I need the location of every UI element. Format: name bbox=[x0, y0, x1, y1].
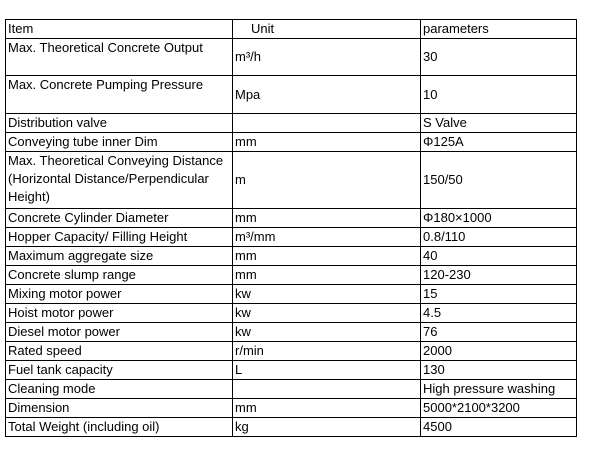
unit-cell: mm bbox=[232, 208, 421, 228]
unit-cell: mm bbox=[232, 265, 421, 285]
item-cell: Maximum aggregate size bbox=[5, 246, 233, 266]
unit-cell bbox=[232, 113, 421, 133]
unit-cell: mm bbox=[232, 398, 421, 418]
header-cell: Item bbox=[5, 19, 233, 39]
unit-cell: m bbox=[232, 151, 421, 209]
parameter-cell: Φ125A bbox=[420, 132, 577, 152]
unit-cell: r/min bbox=[232, 341, 421, 361]
table-row: Total Weight (including oil) kg 4500 bbox=[5, 417, 577, 437]
item-cell: Max. Theoretical Conveying Distance (Hor… bbox=[5, 151, 233, 209]
parameter-cell: 15 bbox=[420, 284, 577, 304]
item-cell: Conveying tube inner Dim bbox=[5, 132, 233, 152]
table-row: Dimension mm 5000*2100*3200 bbox=[5, 398, 577, 418]
item-cell: Hopper Capacity/ Filling Height bbox=[5, 227, 233, 247]
unit-cell: mm bbox=[232, 246, 421, 266]
table-row: Cleaning mode High pressure washing bbox=[5, 379, 577, 399]
item-cell: Distribution valve bbox=[5, 113, 233, 133]
header-row: Item Unit parameters bbox=[5, 19, 577, 39]
parameter-cell: 4500 bbox=[420, 417, 577, 437]
item-cell: Dimension bbox=[5, 398, 233, 418]
table-row: Conveying tube inner Dim mm Φ125A bbox=[5, 132, 577, 152]
item-cell: Mixing motor power bbox=[5, 284, 233, 304]
spec-table: Item Unit parameters Max. Theoretical Concr… bbox=[5, 19, 577, 437]
unit-cell: mm bbox=[232, 132, 421, 152]
parameter-cell: 120-230 bbox=[420, 265, 577, 285]
item-cell: Rated speed bbox=[5, 341, 233, 361]
unit-cell: Mpa bbox=[232, 75, 421, 114]
parameter-cell: 40 bbox=[420, 246, 577, 266]
unit-cell: L bbox=[232, 360, 421, 380]
unit-cell: m³/h bbox=[232, 38, 421, 76]
parameter-cell: 5000*2100*3200 bbox=[420, 398, 577, 418]
table-row: Concrete slump range mm 120-230 bbox=[5, 265, 577, 285]
parameter-cell: Φ180×1000 bbox=[420, 208, 577, 228]
header-cell: Unit bbox=[232, 19, 421, 39]
table-row: Mixing motor power kw 15 bbox=[5, 284, 577, 304]
unit-cell bbox=[232, 379, 421, 399]
parameter-cell: 10 bbox=[420, 75, 577, 114]
table-row: Max. Theoretical Concrete Output m³/h 30 bbox=[5, 38, 577, 76]
table-row: Hopper Capacity/ Filling Height m³/mm 0.8/… bbox=[5, 227, 577, 247]
unit-cell: kw bbox=[232, 322, 421, 342]
item-cell: Hoist motor power bbox=[5, 303, 233, 323]
unit-cell: m³/mm bbox=[232, 227, 421, 247]
parameter-cell: 2000 bbox=[420, 341, 577, 361]
parameter-cell: 150/50 bbox=[420, 151, 577, 209]
table-row: Maximum aggregate size mm 40 bbox=[5, 246, 577, 266]
unit-cell: kw bbox=[232, 303, 421, 323]
table-row: Hoist motor power kw 4.5 bbox=[5, 303, 577, 323]
unit-cell: kw bbox=[232, 284, 421, 304]
table-row: Diesel motor power kw 76 bbox=[5, 322, 577, 342]
parameter-cell: 30 bbox=[420, 38, 577, 76]
item-cell: Max. Theoretical Concrete Output bbox=[5, 38, 233, 76]
table-row: Max. Concrete Pumping Pressure Mpa 10 bbox=[5, 75, 577, 114]
parameter-cell: 76 bbox=[420, 322, 577, 342]
item-cell: Fuel tank capacity bbox=[5, 360, 233, 380]
parameter-cell: S Valve bbox=[420, 113, 577, 133]
item-cell: Max. Concrete Pumping Pressure bbox=[5, 75, 233, 114]
item-cell: Cleaning mode bbox=[5, 379, 233, 399]
unit-cell: kg bbox=[232, 417, 421, 437]
item-cell: Concrete Cylinder Diameter bbox=[5, 208, 233, 228]
parameter-cell: 130 bbox=[420, 360, 577, 380]
table-row: Fuel tank capacity L 130 bbox=[5, 360, 577, 380]
table-row: Distribution valve S Valve bbox=[5, 113, 577, 133]
parameter-cell: 0.8/110 bbox=[420, 227, 577, 247]
table-row: Max. Theoretical Conveying Distance (Hor… bbox=[5, 151, 577, 209]
item-cell: Concrete slump range bbox=[5, 265, 233, 285]
item-cell: Diesel motor power bbox=[5, 322, 233, 342]
header-cell: parameters bbox=[420, 19, 577, 39]
table-row: Concrete Cylinder Diameter mm Φ180×1000 bbox=[5, 208, 577, 228]
parameter-cell: 4.5 bbox=[420, 303, 577, 323]
table-row: Rated speed r/min 2000 bbox=[5, 341, 577, 361]
parameter-cell: High pressure washing bbox=[420, 379, 577, 399]
item-cell: Total Weight (including oil) bbox=[5, 417, 233, 437]
